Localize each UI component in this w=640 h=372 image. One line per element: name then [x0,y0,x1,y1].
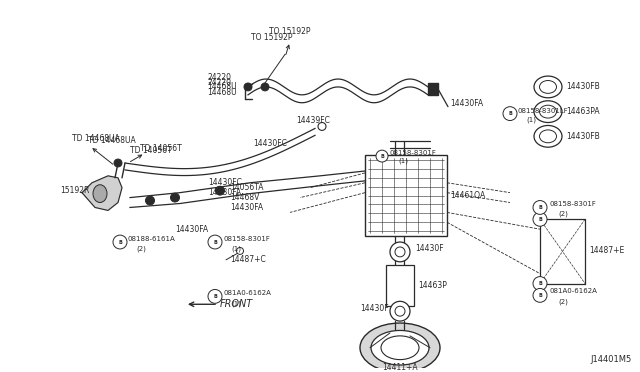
Bar [428,83,438,95]
Circle shape [533,277,547,291]
Circle shape [376,150,388,162]
Text: 14487+C: 14487+C [230,255,266,264]
Text: 14430FC: 14430FC [208,178,242,187]
Bar [365,155,447,236]
Text: 14430FA: 14430FA [230,203,263,212]
Bar [386,265,414,306]
Text: 14430FB: 14430FB [566,83,600,92]
Circle shape [113,235,127,249]
Circle shape [390,301,410,321]
Text: TD 14056T: TD 14056T [140,144,182,153]
Text: 14430FC: 14430FC [253,139,287,148]
Text: TD 14056T: TD 14056T [130,146,172,155]
Text: TO 15192P: TO 15192P [269,27,311,36]
Text: 14461QA: 14461QA [450,191,485,200]
Circle shape [533,288,547,302]
Text: FRONT: FRONT [220,299,253,309]
Text: B: B [538,205,542,210]
Circle shape [261,83,269,91]
Text: B: B [538,281,542,286]
Text: B: B [380,154,384,158]
Ellipse shape [540,80,557,93]
Circle shape [390,242,410,262]
Text: 081A0-6162A: 081A0-6162A [550,288,598,294]
Circle shape [395,247,405,257]
Text: B: B [118,240,122,244]
Text: J14401M5: J14401M5 [591,355,632,363]
Text: 14430F: 14430F [360,304,388,313]
Text: 14411+A: 14411+A [382,363,418,372]
Text: 14430FA: 14430FA [208,188,241,197]
Text: B: B [538,293,542,298]
Text: (2): (2) [558,298,568,305]
Ellipse shape [540,130,557,143]
Text: 08158-8301F: 08158-8301F [390,150,437,156]
Text: 24220: 24220 [207,73,231,81]
Text: 14439FC: 14439FC [296,116,330,125]
Polygon shape [82,176,122,211]
Text: TD 14468UA: TD 14468UA [88,136,136,145]
Text: 08188-6161A: 08188-6161A [128,236,176,242]
Circle shape [216,186,225,195]
Text: B: B [213,294,217,299]
Text: 08158-8301F: 08158-8301F [223,236,270,242]
Text: 08158-8301LF: 08158-8301LF [518,108,569,113]
Circle shape [533,201,547,214]
Ellipse shape [381,336,419,360]
Circle shape [503,107,517,121]
Text: 14430F: 14430F [415,244,444,253]
Text: 14430FA: 14430FA [175,225,208,234]
Ellipse shape [534,76,562,98]
Text: 08158-8301F: 08158-8301F [550,202,597,208]
Text: B: B [538,217,542,222]
Circle shape [244,83,252,91]
Text: 14430FA: 14430FA [450,99,483,108]
Text: 14468U: 14468U [207,89,237,97]
Text: 081A0-6162A: 081A0-6162A [223,291,271,296]
Text: (1): (1) [231,246,241,252]
Ellipse shape [534,125,562,147]
Circle shape [533,212,547,226]
Ellipse shape [534,101,562,122]
Text: TO 15192P: TO 15192P [252,33,292,42]
Text: B: B [213,240,217,244]
Text: TD 14468UA: TD 14468UA [72,134,120,143]
Text: 14487+E: 14487+E [589,246,624,256]
Circle shape [318,122,326,131]
Text: 14463PA: 14463PA [566,107,600,116]
Ellipse shape [360,323,440,372]
Text: (1): (1) [231,300,241,307]
Ellipse shape [540,105,557,118]
Text: B: B [508,111,512,116]
Circle shape [237,247,243,254]
Text: (2): (2) [136,246,146,252]
Text: (2): (2) [558,210,568,217]
Text: (1): (1) [398,158,408,164]
Text: 15192R: 15192R [60,186,90,195]
Circle shape [208,235,222,249]
Ellipse shape [93,185,107,202]
Text: 14468V: 14468V [230,193,259,202]
Text: 14056TA: 14056TA [230,183,264,192]
Text: 14468U: 14468U [207,83,237,92]
Circle shape [395,306,405,316]
Circle shape [145,196,154,205]
Text: (1): (1) [526,116,536,123]
Circle shape [208,289,222,303]
Text: 24220: 24220 [207,78,231,87]
Circle shape [170,193,179,202]
Ellipse shape [371,330,429,365]
Circle shape [114,159,122,167]
Text: 14463P: 14463P [418,281,447,290]
Text: 14430FB: 14430FB [566,132,600,141]
